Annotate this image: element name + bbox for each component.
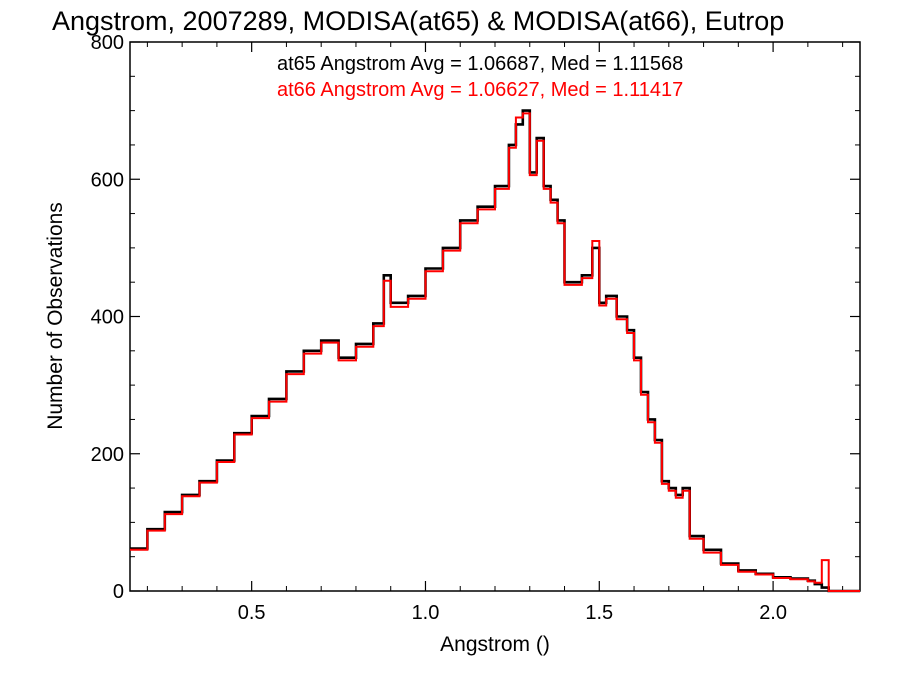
- x-tick-label: 0.5: [238, 602, 266, 624]
- y-tick-label: 600: [91, 169, 124, 191]
- series-line-at66: [130, 112, 860, 592]
- x-tick-label: 1.0: [412, 602, 440, 624]
- x-tick-label: 2.0: [759, 602, 787, 624]
- annotation-at65: at65 Angstrom Avg = 1.06687, Med = 1.115…: [277, 53, 683, 75]
- series-lines: [130, 109, 860, 593]
- y-tick-label: 800: [91, 32, 124, 54]
- x-tick-label: 1.5: [585, 602, 613, 624]
- y-tick-label: 0: [113, 581, 124, 603]
- y-tick-label: 400: [91, 307, 124, 329]
- annotation-at66: at66 Angstrom Avg = 1.06627, Med = 1.114…: [277, 79, 683, 101]
- series-line-at65: [130, 109, 860, 593]
- plot-frame: [129, 41, 861, 592]
- chart-title: Angstrom, 2007289, MODISA(at65) & MODISA…: [52, 6, 784, 36]
- axis-ticks: 0.5 1.0 1.5 2.0 0 200 400 600 800: [91, 32, 860, 624]
- y-tick-label: 200: [91, 444, 124, 466]
- y-axis-label: Number of Observations: [44, 202, 67, 430]
- x-axis-label: Angstrom (): [440, 633, 550, 656]
